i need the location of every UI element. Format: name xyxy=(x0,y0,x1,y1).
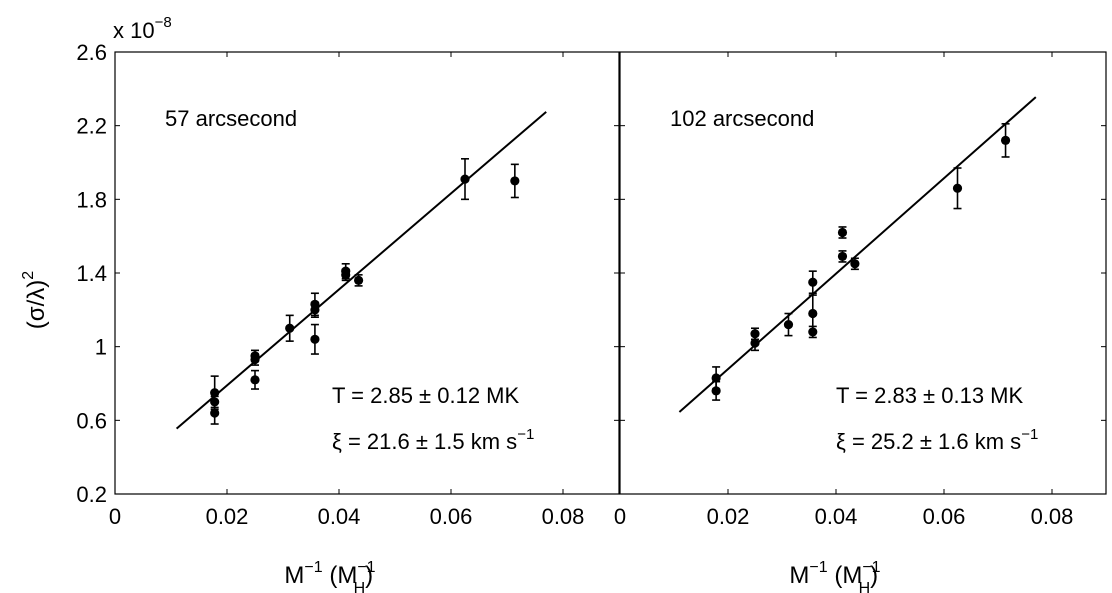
x-tick-label: 0 xyxy=(614,504,626,529)
x-tick-label: 0.02 xyxy=(707,504,750,529)
data-point xyxy=(750,338,760,348)
data-point xyxy=(808,277,818,287)
x-axis-label-close: ) xyxy=(870,562,878,589)
data-point xyxy=(837,227,848,238)
x-axis-label-exp2: −1 xyxy=(357,559,375,576)
data-point xyxy=(250,354,260,365)
panel-label-left: 57 arcsecond xyxy=(165,106,297,131)
x-tick-label: 0 xyxy=(109,504,121,529)
data-point xyxy=(711,373,721,383)
temperature-annotation-right: T = 2.83 ± 0.13 MK xyxy=(836,383,1023,408)
xi-exponent: −1 xyxy=(1021,426,1038,443)
data-point xyxy=(1000,135,1011,145)
xi-exponent: −1 xyxy=(517,426,534,443)
scale-factor-base: x 10 xyxy=(113,18,155,43)
data-point xyxy=(250,375,260,385)
y-tick-label: 1.4 xyxy=(76,261,107,286)
data-point xyxy=(310,305,320,315)
data-point xyxy=(310,334,320,344)
x-axis-label-left: M−1 (M−1 H) xyxy=(284,559,375,593)
xi-value: = 21.6 ± 1.5 km s xyxy=(342,429,517,454)
y-tick-label: 2.2 xyxy=(76,114,107,139)
data-point xyxy=(808,308,818,319)
y-tick-label: 1 xyxy=(95,335,107,360)
xi-symbol: ξ xyxy=(836,429,846,454)
x-axis-label-base: M xyxy=(284,562,304,589)
fit-line-right xyxy=(678,96,1037,413)
scale-factor-label: x 10−8 xyxy=(113,14,172,43)
y-axis-label-exponent: 2 xyxy=(20,271,37,280)
y-tick-label: 0.2 xyxy=(76,482,107,507)
xi-annotation-left: ξ = 21.6 ± 1.5 km s−1 xyxy=(332,426,534,454)
xi-annotation-right: ξ = 25.2 ± 1.6 km s−1 xyxy=(836,426,1038,454)
x-tick-label: 0.04 xyxy=(815,504,858,529)
data-point xyxy=(837,251,848,262)
data-point xyxy=(210,408,220,418)
data-point xyxy=(783,319,794,330)
x-tick-label: 0.02 xyxy=(206,504,249,529)
x-axis-label-open: (M xyxy=(828,562,863,589)
fit-line-left xyxy=(175,111,547,430)
data-point xyxy=(808,327,818,337)
x-axis-label-sub: H xyxy=(859,580,871,593)
x-axis-label-exp2: −1 xyxy=(862,559,880,576)
y-tick-label: 1.8 xyxy=(76,187,107,212)
data-point xyxy=(952,183,963,193)
x-axis-label-right: M−1 (M−1 H) xyxy=(789,559,880,593)
temperature-annotation-left: T = 2.85 ± 0.12 MK xyxy=(332,383,519,408)
x-tick-label: 0.06 xyxy=(430,504,473,529)
x-tick-label: 0.06 xyxy=(923,504,966,529)
x-axis-label-exp: −1 xyxy=(809,559,827,576)
data-point xyxy=(341,270,351,280)
data-point xyxy=(210,388,220,398)
panel-label-right: 102 arcsecond xyxy=(670,106,814,131)
y-axis-label: (σ/λ)2 xyxy=(20,271,50,329)
x-tick-label: 0.08 xyxy=(1031,504,1074,529)
data-point xyxy=(460,174,470,184)
x-axis-label-open: (M xyxy=(323,562,358,589)
data-point xyxy=(850,259,860,269)
x-axis-label-base: M xyxy=(789,562,809,589)
x-axis-label-close: ) xyxy=(365,562,373,589)
data-point xyxy=(354,275,364,285)
scale-factor-exponent: −8 xyxy=(155,14,172,31)
data-point xyxy=(711,386,721,396)
data-point xyxy=(510,176,520,186)
data-point xyxy=(285,323,295,333)
plot-layer: 0 0.02 0.04 0.06 0.08 0.2 0.6 1 1.4 1.8 2.2 2.6 0 0.0… xyxy=(76,40,1107,529)
x-tick-label: 0.08 xyxy=(542,504,585,529)
x-tick-label: 0.04 xyxy=(318,504,361,529)
x-axis-label-exp: −1 xyxy=(304,559,322,576)
y-axis-label-main: (σ/λ) xyxy=(23,280,50,329)
y-tick-label: 0.6 xyxy=(76,408,107,433)
xi-value: = 25.2 ± 1.6 km s xyxy=(846,429,1021,454)
xi-symbol: ξ xyxy=(332,429,342,454)
y-tick-label: 2.6 xyxy=(76,40,107,65)
x-axis-label-sub: H xyxy=(354,580,366,593)
